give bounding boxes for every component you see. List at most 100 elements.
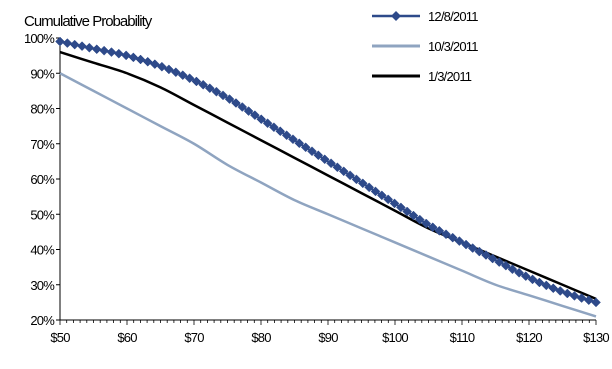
- data-point-marker: [351, 174, 362, 185]
- data-point-marker: [408, 210, 419, 221]
- data-point-marker: [113, 48, 124, 59]
- data-point-marker: [396, 202, 406, 213]
- legend-label: 10/3/2011: [428, 39, 478, 54]
- data-point-marker: [402, 206, 413, 217]
- data-point-marker: [454, 236, 465, 246]
- data-point-marker: [326, 158, 336, 169]
- data-point-marker: [591, 297, 601, 308]
- data-point-marker: [191, 76, 202, 87]
- data-point-marker: [421, 218, 432, 229]
- x-tick-label: $100: [382, 330, 408, 345]
- data-point-marker: [84, 42, 95, 53]
- data-point-marker: [256, 114, 267, 125]
- legend-entry: 12/8/2011: [372, 9, 479, 24]
- data-point-marker: [243, 106, 254, 116]
- series-line: [59, 40, 597, 304]
- legend-entry: 1/3/2011: [372, 69, 473, 84]
- data-point-marker: [294, 138, 305, 149]
- x-tick-label: $110: [450, 330, 475, 345]
- series-12/8/2011: [55, 36, 601, 308]
- data-point-marker: [307, 146, 317, 157]
- data-point-marker: [281, 130, 292, 141]
- data-point-marker: [487, 253, 498, 264]
- legend: 12/8/2011 10/3/2011 1/3/2011: [372, 9, 479, 84]
- data-point-marker: [583, 295, 594, 306]
- series-10/3/2011: [59, 72, 597, 318]
- legend-label: 12/8/2011: [428, 9, 478, 24]
- data-point-marker: [211, 86, 222, 97]
- x-tick-label: $130: [583, 330, 609, 345]
- x-tick-label: $80: [251, 330, 271, 345]
- data-point-marker: [204, 83, 215, 94]
- data-point-marker: [300, 142, 311, 153]
- data-point-marker: [338, 166, 349, 177]
- data-point-marker: [527, 274, 538, 285]
- data-point-marker: [250, 110, 260, 121]
- data-point-marker: [555, 286, 566, 296]
- x-tick-label: $50: [50, 330, 70, 345]
- x-tick-label: $120: [516, 330, 542, 345]
- data-point-marker: [69, 39, 80, 50]
- data-point-marker: [121, 50, 131, 61]
- data-point-marker: [562, 288, 573, 299]
- data-point-marker: [569, 290, 580, 301]
- data-point-marker: [389, 198, 400, 209]
- series-line: [59, 72, 597, 318]
- y-tick-label: 40%: [30, 243, 55, 258]
- data-point-marker: [184, 73, 195, 84]
- data-point-marker: [198, 79, 209, 90]
- data-point-marker: [237, 102, 248, 112]
- data-point-marker: [164, 64, 174, 75]
- data-point-marker: [177, 70, 188, 81]
- data-point-marker: [157, 61, 167, 72]
- data-point-marker: [135, 54, 146, 65]
- data-point-marker: [576, 293, 587, 303]
- data-point-marker: [494, 257, 505, 267]
- axes: 20% 30% 40% 50% 60% 70% 80% 90% 100% $50 $60 $70 $80…: [24, 31, 610, 345]
- y-tick-label: 100%: [24, 31, 55, 46]
- y-tick-label: 60%: [30, 172, 55, 187]
- y-tick-label: 90%: [30, 66, 55, 81]
- data-point-marker: [441, 229, 451, 240]
- data-point-marker: [357, 178, 368, 189]
- data-point-marker: [62, 38, 73, 48]
- data-point-marker: [218, 90, 228, 101]
- data-point-marker: [269, 122, 279, 133]
- data-point-marker: [91, 44, 102, 55]
- data-point-marker: [106, 47, 117, 57]
- legend-entry: 10/3/2011: [372, 39, 479, 54]
- data-point-marker: [55, 36, 65, 47]
- data-point-marker: [224, 94, 235, 104]
- series-1/3/2011: [59, 50, 597, 301]
- y-tick-label: 80%: [30, 102, 55, 117]
- data-point-marker: [142, 56, 153, 67]
- chart-title: Cumulative Probability: [24, 13, 153, 30]
- data-point-marker: [481, 250, 491, 260]
- data-point-marker: [520, 271, 531, 281]
- data-point-marker: [427, 222, 438, 233]
- x-tick-label: $90: [318, 330, 338, 345]
- data-point-marker: [383, 194, 394, 205]
- data-point-marker: [548, 283, 559, 294]
- data-point-marker: [541, 280, 552, 291]
- y-tick-label: 20%: [30, 313, 55, 328]
- data-point-marker: [332, 162, 343, 173]
- data-point-marker: [434, 225, 445, 236]
- y-tick-label: 30%: [30, 278, 55, 293]
- data-point-marker: [461, 239, 471, 250]
- series-line: [59, 50, 597, 301]
- data-point-marker: [319, 154, 330, 165]
- data-point-marker: [447, 232, 458, 243]
- x-tick-label: $70: [184, 330, 204, 345]
- data-point-marker: [313, 150, 324, 161]
- data-point-marker: [262, 118, 273, 129]
- data-point-marker: [171, 67, 181, 78]
- data-point-marker: [288, 134, 298, 145]
- legend-label: 1/3/2011: [428, 69, 472, 84]
- data-point-marker: [128, 52, 139, 63]
- data-point-marker: [507, 264, 518, 275]
- series-layer: [55, 36, 601, 318]
- y-tick-label: 70%: [30, 137, 55, 152]
- data-point-marker: [500, 260, 511, 271]
